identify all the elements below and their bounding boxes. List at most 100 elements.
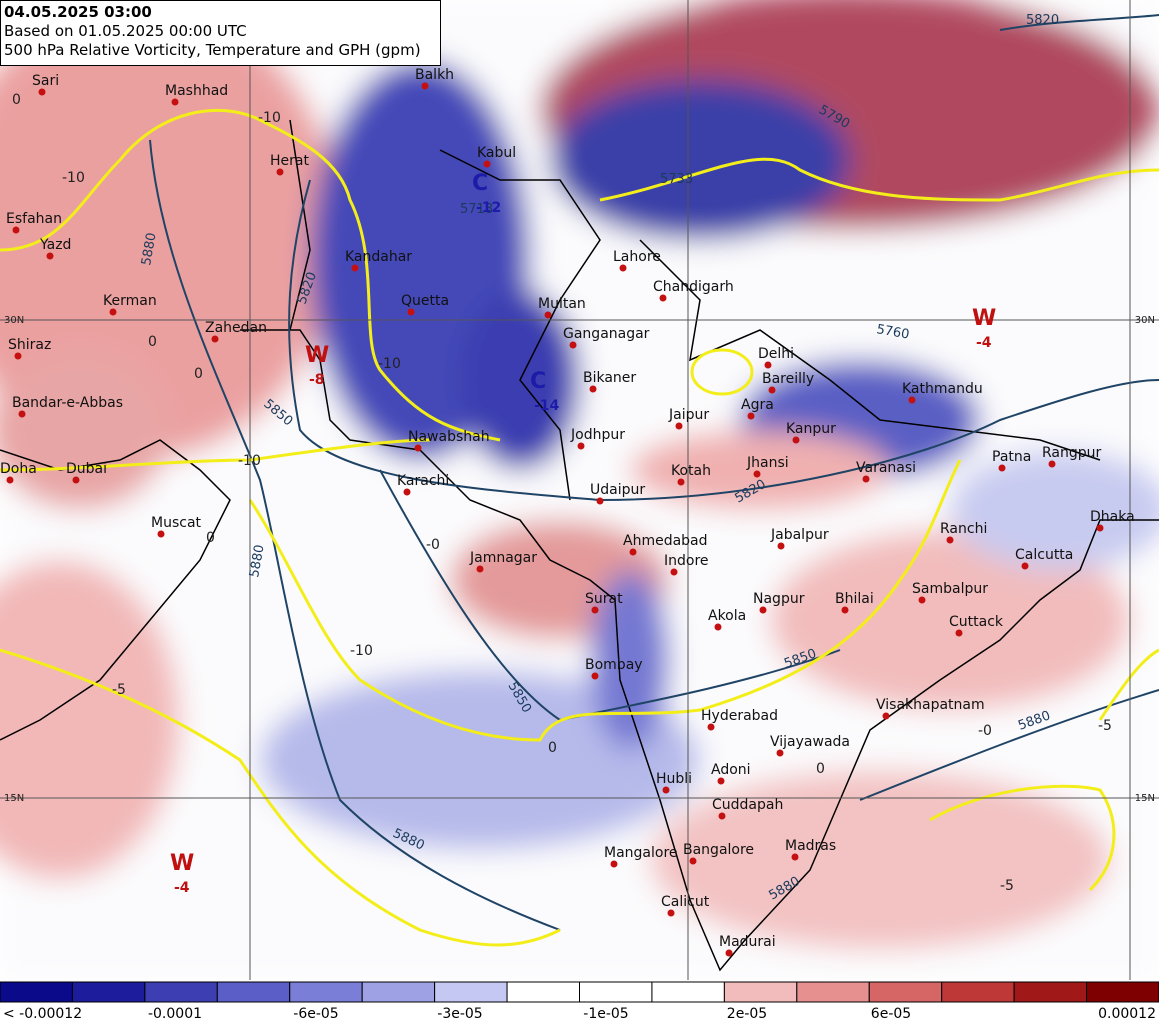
- header-line: Based on 01.05.2025 00:00 UTC: [4, 22, 247, 40]
- city-label: Udaipur: [590, 482, 645, 498]
- temperature-label: -0: [426, 537, 440, 553]
- temperature-label: -10: [258, 110, 281, 126]
- colorbar-label: -6e-05: [293, 1006, 338, 1022]
- city-dot: [619, 264, 627, 272]
- city-dot: [38, 88, 46, 96]
- colorbar-label: 6e-05: [871, 1006, 911, 1022]
- pressure-system-value: -8: [309, 372, 325, 388]
- colorbar-swatch: [144, 981, 218, 1003]
- city-label: Muscat: [151, 515, 202, 531]
- city-dot: [764, 361, 772, 369]
- pressure-system-value: -14: [534, 398, 560, 414]
- temperature-label: 0: [12, 92, 21, 108]
- city-label: Jaipur: [668, 407, 709, 423]
- temperature-label: 0: [816, 761, 825, 777]
- city-dot: [421, 82, 429, 90]
- city-dot: [677, 478, 685, 486]
- city-label: Doha: [0, 461, 37, 477]
- temperature-label: -10: [62, 170, 85, 186]
- temperature-label: -0: [978, 723, 992, 739]
- city-label: Patna: [992, 449, 1031, 465]
- city-label: Nawabshah: [408, 429, 490, 445]
- city-dot: [955, 629, 963, 637]
- colorbar-swatch: [941, 981, 1015, 1003]
- city-dot: [591, 606, 599, 614]
- city-label: Bombay: [585, 657, 643, 673]
- header-line: 500 hPa Relative Vorticity, Temperature …: [4, 41, 421, 59]
- colorbar-swatch: [723, 981, 798, 1003]
- colorbar-label: -1e-05: [583, 1006, 628, 1022]
- latitude-label: 15N: [1135, 793, 1155, 804]
- city-dot: [610, 860, 618, 868]
- city-dot: [908, 396, 916, 404]
- city-label: Kabul: [477, 145, 516, 161]
- city-label: Adoni: [711, 762, 751, 778]
- colorbar-swatch: [289, 981, 363, 1003]
- colorbar-swatch: [434, 981, 508, 1003]
- city-dot: [792, 436, 800, 444]
- city-dot: [667, 909, 675, 917]
- city-dot: [596, 497, 604, 505]
- colorbar-swatch: [579, 981, 653, 1003]
- grid-lines: [0, 0, 1159, 980]
- city-label: Multan: [538, 296, 586, 312]
- city-dot: [718, 812, 726, 820]
- city-dot: [476, 565, 484, 573]
- coastlines: [0, 119, 1159, 972]
- city-dot: [12, 226, 20, 234]
- city-label: Kandahar: [345, 249, 412, 265]
- city-dot: [918, 596, 926, 604]
- city-dot: [747, 412, 755, 420]
- city-label: Chandigarh: [653, 279, 734, 295]
- pressure-system-value: -12: [476, 200, 501, 216]
- city-label: Esfahan: [6, 211, 62, 227]
- city-dot: [768, 386, 776, 394]
- city-label: Kerman: [103, 293, 157, 309]
- city-dot: [46, 252, 54, 260]
- city-label: Zahedan: [205, 320, 267, 336]
- city-dot: [414, 444, 422, 452]
- city-label: Mangalore: [604, 845, 678, 861]
- city-label: Kathmandu: [902, 381, 983, 397]
- city-label: Shiraz: [8, 337, 51, 353]
- city-label: Yazd: [39, 237, 71, 253]
- city-label: Ranchi: [940, 521, 987, 537]
- city-dot: [6, 476, 14, 484]
- city-label: Hyderabad: [701, 708, 778, 724]
- city-dot: [591, 672, 599, 680]
- gph-label: 5820: [1026, 13, 1059, 28]
- city-dot: [882, 712, 890, 720]
- city-label: Kotah: [671, 463, 711, 479]
- city-dot: [670, 568, 678, 576]
- temperature-label: -5: [112, 682, 126, 698]
- city-label: Nagpur: [753, 591, 805, 607]
- city-label: Sambalpur: [912, 581, 988, 597]
- city-dot: [577, 442, 585, 450]
- city-label: Varanasi: [856, 460, 916, 476]
- pressure-system-letter: C: [530, 369, 546, 394]
- pressure-system-letter: W: [972, 306, 996, 331]
- city-dot: [841, 606, 849, 614]
- city-label: Cuddapah: [712, 797, 783, 813]
- city-dot: [483, 160, 491, 168]
- pressure-system-letter: C: [472, 171, 488, 196]
- temperature-label: 0: [206, 530, 215, 546]
- city-label: Lahore: [613, 249, 661, 265]
- header-line: 04.05.2025 03:00: [4, 3, 152, 21]
- pressure-system-value: -4: [174, 880, 190, 896]
- city-dot: [171, 98, 179, 106]
- city-dot: [544, 311, 552, 319]
- city-dot: [946, 536, 954, 544]
- city-dot: [1048, 460, 1056, 468]
- city-dot: [998, 464, 1006, 472]
- colorbar-label: < -0.00012: [3, 1006, 82, 1022]
- colorbar-swatch: [651, 981, 725, 1003]
- city-dot: [753, 470, 761, 478]
- city-label: Calicut: [661, 894, 710, 910]
- temperature-label: -5: [1000, 878, 1014, 894]
- city-dot: [714, 623, 722, 631]
- city-label: Visakhapatnam: [876, 697, 985, 713]
- city-label: Madras: [785, 838, 836, 854]
- pressure-system-value: -4: [976, 335, 992, 351]
